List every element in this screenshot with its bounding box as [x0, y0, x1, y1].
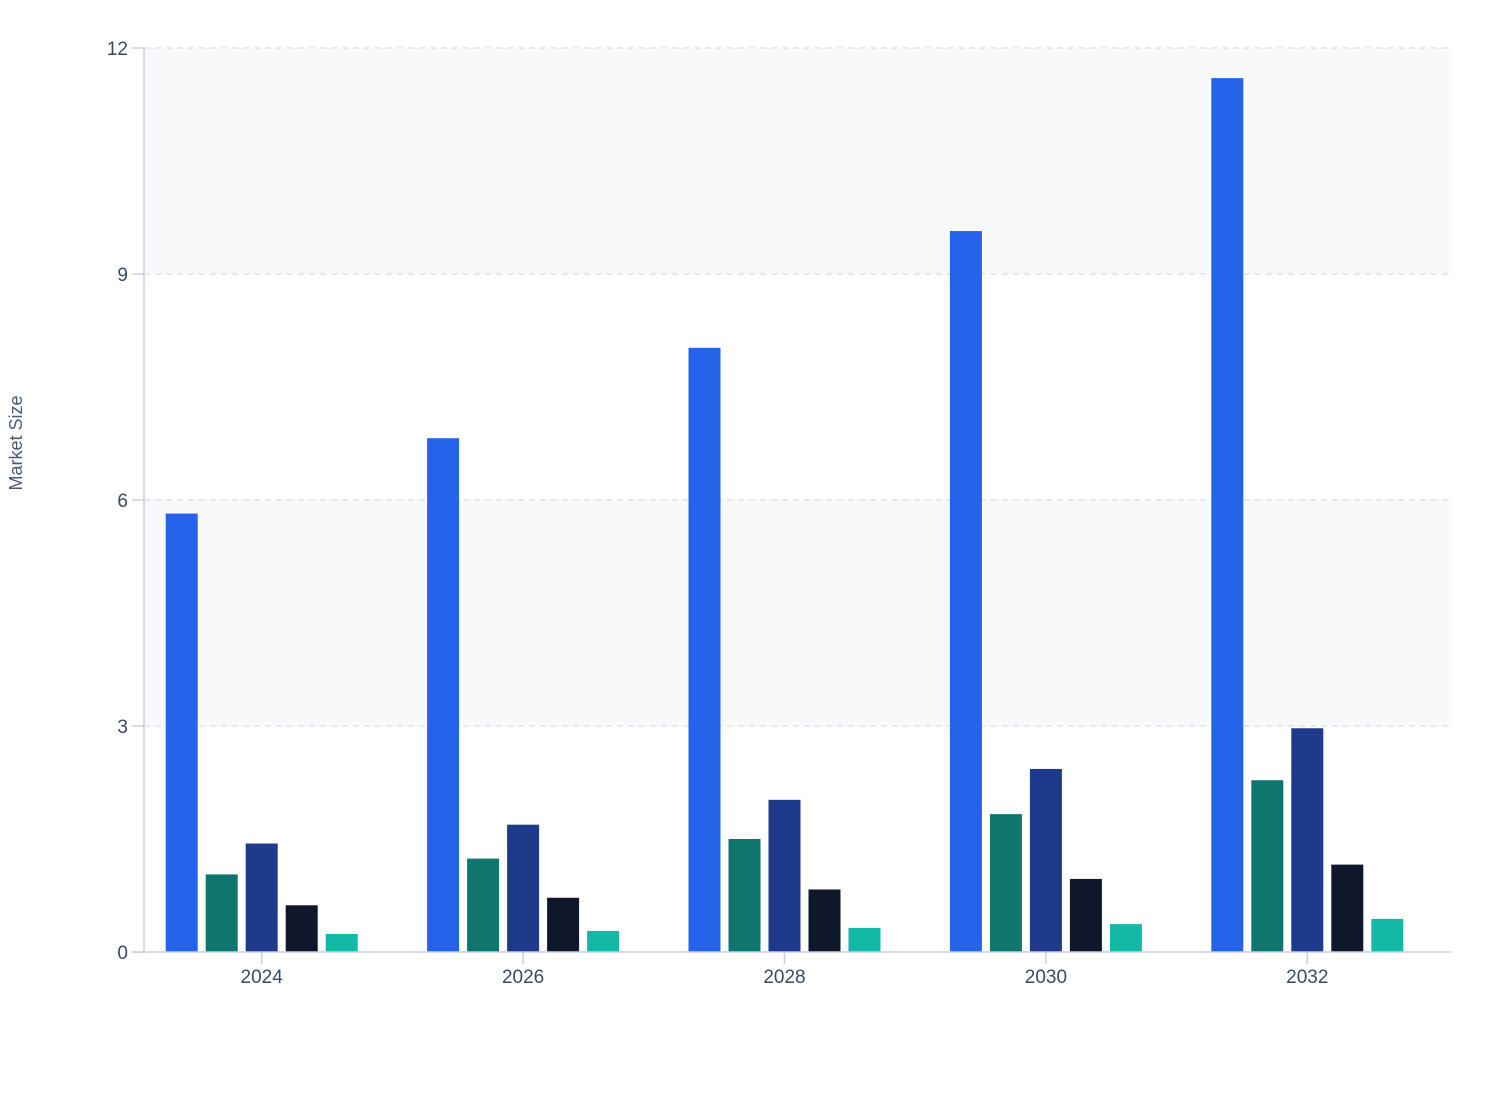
bar [1291, 728, 1324, 952]
background-bands [144, 48, 1451, 726]
bar [768, 799, 801, 952]
bar [467, 858, 500, 952]
bar [245, 843, 278, 952]
x-tick-label: 2032 [1286, 967, 1328, 988]
bar [728, 839, 761, 952]
y-tick-label: 0 [117, 943, 128, 964]
bar [205, 874, 238, 952]
bar [1331, 864, 1364, 952]
bar [1251, 780, 1284, 952]
bar [688, 347, 721, 952]
background-band [144, 500, 1451, 726]
bar [427, 438, 460, 952]
bar [165, 513, 198, 952]
y-tick-label: 12 [107, 39, 128, 60]
y-axis-ticks: 0 3 6 9 12 [107, 39, 144, 964]
bars [165, 78, 1404, 953]
bar [285, 905, 318, 952]
background-band [144, 48, 1451, 274]
bar [989, 814, 1022, 952]
x-axis-ticks: 2024 2026 2028 2030 2032 [241, 952, 1328, 988]
bar [1029, 768, 1062, 952]
x-tick-label: 2030 [1025, 967, 1067, 988]
bar [1109, 924, 1142, 952]
x-tick-label: 2024 [241, 967, 284, 988]
x-tick-label: 2028 [763, 967, 805, 988]
bar [808, 889, 841, 952]
bar [507, 824, 540, 952]
bar [848, 927, 881, 952]
bar [1371, 918, 1404, 952]
y-axis-title: Market Size [6, 395, 26, 490]
bar [1211, 78, 1244, 953]
y-tick-label: 6 [117, 491, 128, 512]
bar [325, 933, 358, 952]
x-tick-label: 2026 [502, 967, 544, 988]
y-tick-label: 3 [117, 717, 128, 738]
bar [949, 231, 982, 952]
bar [1069, 878, 1102, 952]
bar [587, 930, 620, 952]
y-tick-label: 9 [117, 265, 128, 286]
bar [547, 897, 580, 952]
